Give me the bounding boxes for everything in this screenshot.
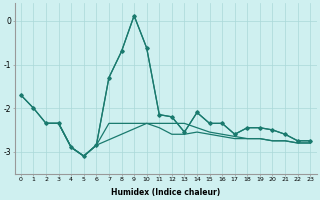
X-axis label: Humidex (Indice chaleur): Humidex (Indice chaleur): [111, 188, 220, 197]
